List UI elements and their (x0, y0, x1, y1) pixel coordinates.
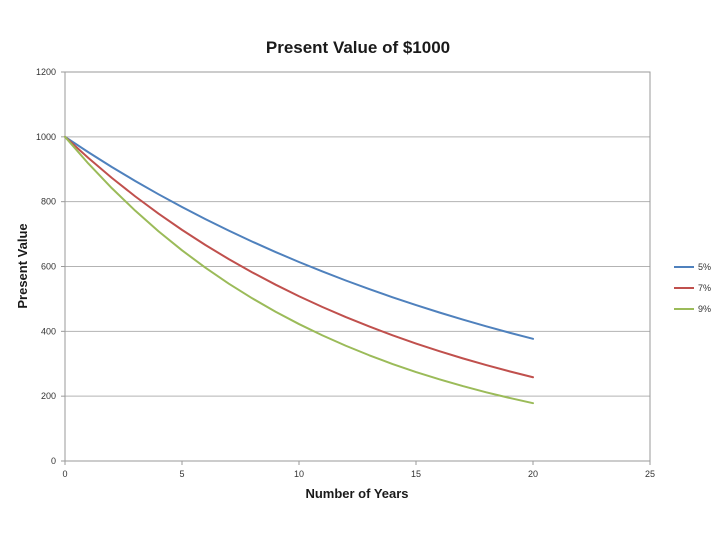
y-tick-label: 0 (51, 456, 56, 466)
x-tick-label: 15 (411, 469, 421, 479)
x-tick-labels: 0 5 10 15 20 25 (62, 461, 655, 479)
x-tick-label: 25 (645, 469, 655, 479)
x-tick-label: 10 (294, 469, 304, 479)
series-line-9pct (64, 135, 534, 405)
y-tick-label: 400 (41, 326, 56, 336)
series-line-7pct (64, 135, 534, 379)
x-tick-label: 0 (62, 469, 67, 479)
x-axis-title: Number of Years (305, 486, 408, 501)
chart-title: Present Value of $1000 (266, 38, 450, 57)
series-lines (64, 135, 534, 405)
y-tick-label: 600 (41, 262, 56, 272)
y-tick-label: 200 (41, 391, 56, 401)
y-tick-label: 1200 (36, 67, 56, 77)
legend-label: 7% (698, 283, 711, 293)
legend-label: 5% (698, 262, 711, 272)
y-tick-label: 1000 (36, 132, 56, 142)
y-tick-labels: 0 200 400 600 800 1000 1200 (36, 67, 65, 466)
legend-label: 9% (698, 304, 711, 314)
legend: 5% 7% 9% (674, 262, 711, 314)
x-tick-label: 20 (528, 469, 538, 479)
x-tick-label: 5 (179, 469, 184, 479)
series-line-5pct (64, 135, 534, 340)
y-tick-label: 800 (41, 197, 56, 207)
y-axis-title: Present Value (15, 223, 30, 308)
gridlines (65, 71, 650, 397)
